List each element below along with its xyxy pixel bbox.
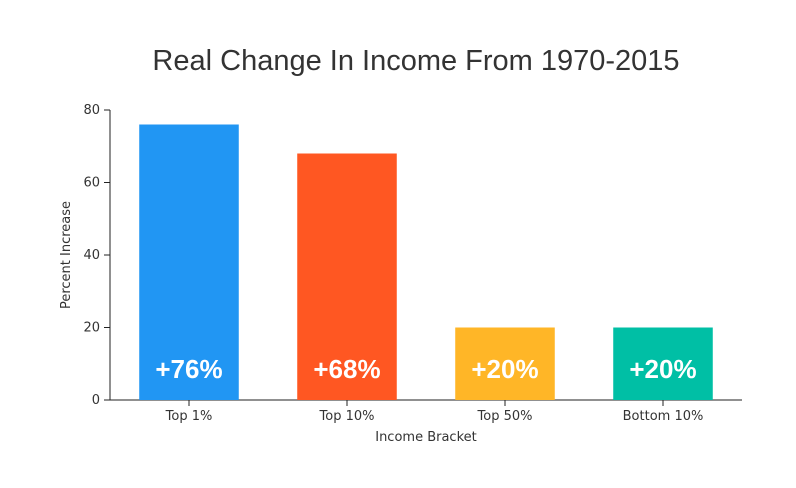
bar (455, 327, 555, 400)
y-tick-label: 0 (92, 393, 100, 408)
x-axis-label: Income Bracket (375, 430, 477, 445)
x-tick-label: Top 10% (319, 409, 375, 424)
x-tick-label: Top 1% (165, 409, 213, 424)
bar (613, 327, 713, 400)
bar (139, 124, 239, 400)
y-axis-label: Percent Increase (59, 201, 74, 309)
x-tick-label: Top 50% (477, 409, 533, 424)
bar (297, 153, 397, 400)
bar-value-label: +20% (471, 354, 538, 384)
x-ticks-group: Top 1% Top 10% Top 50% Bottom 10% (165, 400, 704, 424)
chart-title: Real Change In Income From 1970-2015 (152, 45, 679, 77)
bar-value-label: +20% (629, 354, 696, 384)
y-tick-label: 60 (83, 176, 100, 191)
y-tick-label: 20 (83, 321, 100, 336)
y-tick-label: 80 (83, 103, 100, 118)
bar-value-label: +76% (155, 354, 222, 384)
bar-value-label: +68% (313, 354, 380, 384)
y-tick-label: 40 (83, 248, 100, 263)
x-tick-label: Bottom 10% (623, 409, 704, 424)
bars-group: +76% +68% +20% +20% (139, 124, 713, 400)
y-ticks-group: 0 20 40 60 80 (83, 103, 110, 408)
